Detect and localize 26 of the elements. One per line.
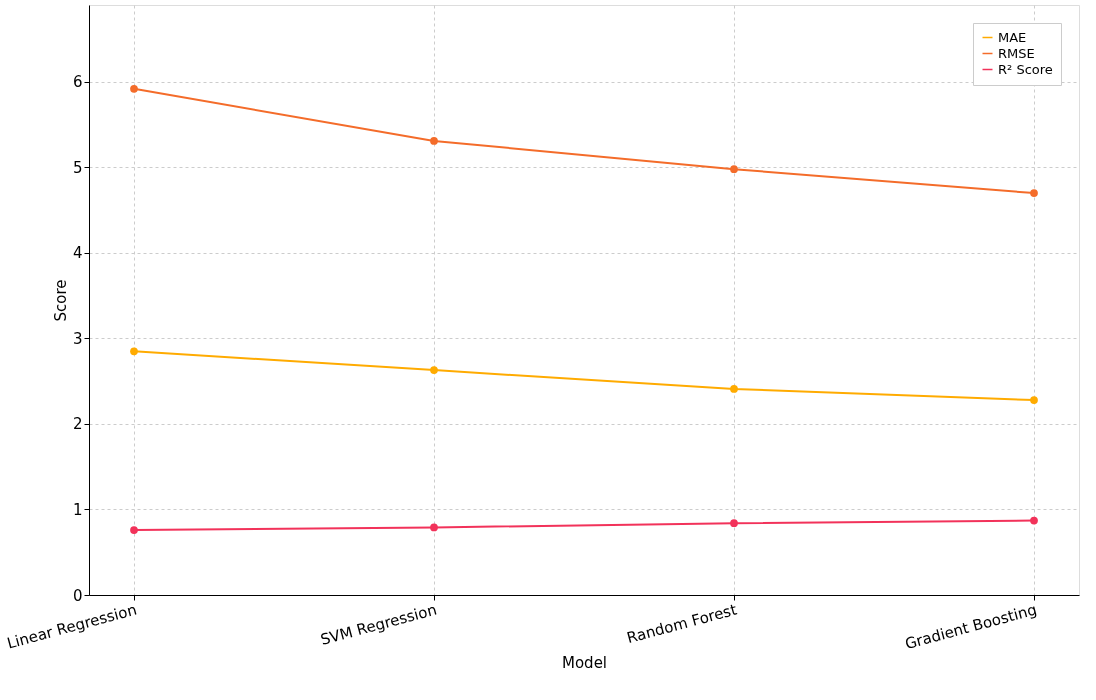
x-tick-label: Gradient Boosting — [903, 600, 1039, 654]
point — [730, 519, 738, 528]
legend-label: R² Score — [998, 61, 1053, 77]
point — [130, 347, 138, 356]
y-tick-label: 0 — [72, 586, 83, 605]
legend-label: MAE — [998, 29, 1027, 45]
y-tick-label: 2 — [72, 415, 83, 434]
point — [730, 385, 738, 393]
y-tick-label: 4 — [72, 244, 83, 263]
point — [130, 526, 138, 534]
point — [430, 366, 438, 374]
point — [430, 137, 438, 145]
x-axis-title: Model — [561, 654, 608, 673]
point — [1030, 516, 1038, 525]
point — [1030, 396, 1038, 404]
point — [130, 84, 138, 93]
point — [430, 523, 438, 532]
y-axis-title: Score — [51, 279, 70, 322]
y-tick-label: 6 — [72, 73, 83, 92]
point — [730, 165, 738, 174]
x-tick-label: Random Forest — [624, 600, 739, 648]
y-tick-label: 5 — [72, 158, 83, 177]
y-tick-label: 1 — [72, 500, 83, 519]
legend-label: RMSE — [998, 45, 1035, 61]
point — [1030, 189, 1038, 197]
y-tick-label: 3 — [72, 329, 83, 348]
